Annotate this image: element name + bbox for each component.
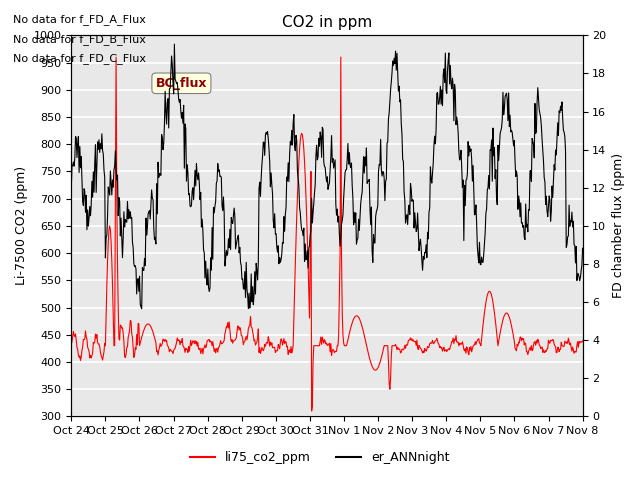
Y-axis label: FD chamber flux (ppm): FD chamber flux (ppm) [612,153,625,299]
Text: No data for f_FD_B_Flux: No data for f_FD_B_Flux [13,34,146,45]
Y-axis label: Li-7500 CO2 (ppm): Li-7500 CO2 (ppm) [15,167,28,286]
Text: BC_flux: BC_flux [156,77,207,90]
Text: No data for f_FD_C_Flux: No data for f_FD_C_Flux [13,53,146,64]
Legend: li75_co2_ppm, er_ANNnight: li75_co2_ppm, er_ANNnight [186,446,454,469]
Title: CO2 in ppm: CO2 in ppm [282,15,372,30]
Text: No data for f_FD_A_Flux: No data for f_FD_A_Flux [13,14,146,25]
